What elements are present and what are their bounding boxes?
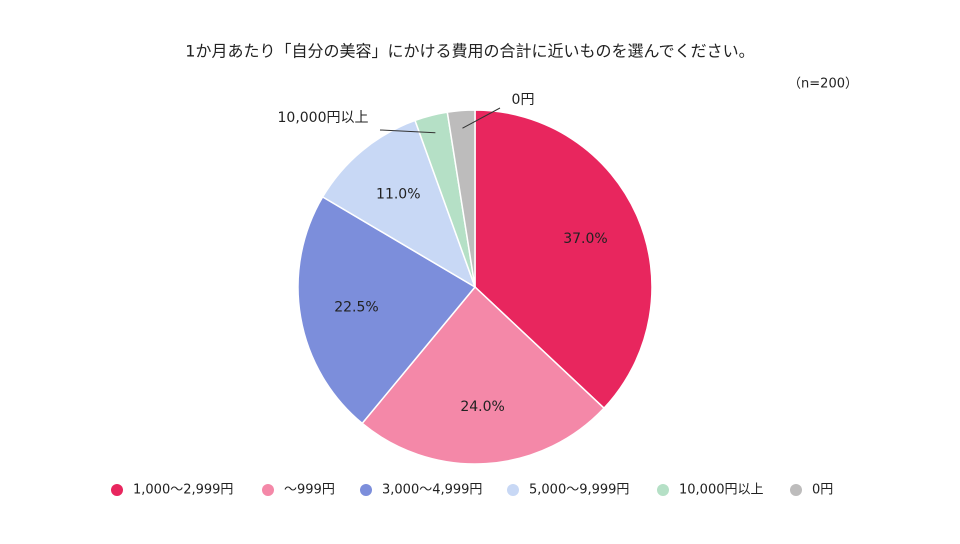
callout-line [462,107,501,129]
callout-line [379,129,436,134]
chart-title: 1か月あたり「自分の美容」にかける費用の合計に近いものを選んでください。 [185,42,754,61]
value-label: 11.0% [376,186,420,202]
legend-marker [507,484,519,496]
callout-label: 0円 [512,92,535,108]
value-label: 22.5% [334,300,378,316]
legend-marker [790,484,802,496]
value-label: 37.0% [563,231,607,247]
legend-label: 0円 [812,483,833,498]
legend-label: 1,000～2,999円 [133,483,233,498]
value-label: 24.0% [460,399,504,415]
pie-slice [361,285,606,465]
legend-marker [360,484,372,496]
pie-slice [321,119,477,289]
callout-label: 10,000円以上 [278,110,369,126]
legend-label: 10,000円以上 [679,483,764,498]
pie-slice [297,195,477,425]
legend-marker [262,484,274,496]
pie-slice [474,109,653,410]
legend-label: 3,000～4,999円 [382,483,482,498]
pie-slice [446,109,476,288]
legend-label: ～999円 [284,483,335,498]
chart-subtitle: （n=200） [788,77,858,92]
legend-label: 5,000～9,999円 [529,483,629,498]
legend-marker [111,484,123,496]
legend-marker [657,484,669,496]
